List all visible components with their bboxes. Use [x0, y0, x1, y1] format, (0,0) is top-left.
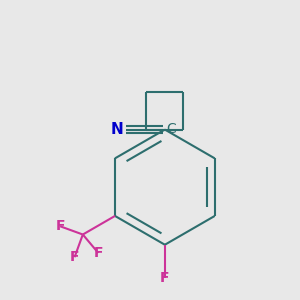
Text: F: F — [94, 246, 103, 260]
Text: F: F — [70, 250, 79, 264]
Text: F: F — [56, 219, 65, 233]
Text: N: N — [110, 122, 123, 137]
Text: F: F — [160, 271, 170, 285]
Text: C: C — [167, 122, 176, 136]
